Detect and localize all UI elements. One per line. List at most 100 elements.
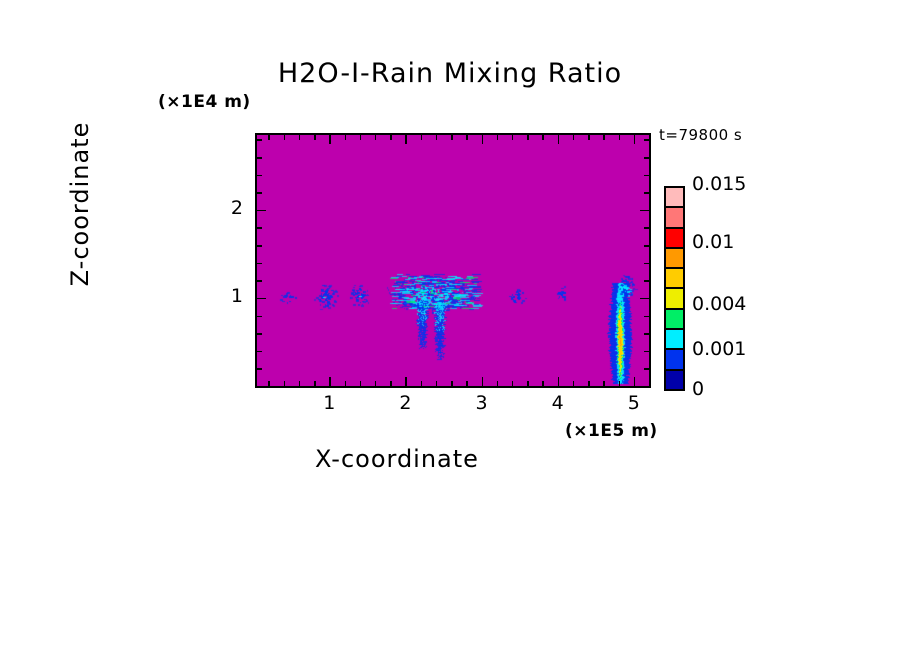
x-tick-label: 4 xyxy=(551,392,564,414)
x-minor-tick-bottom xyxy=(618,381,621,386)
x-minor-tick-top xyxy=(268,135,270,140)
x-minor-tick-top xyxy=(603,135,605,140)
y-minor-tick-left xyxy=(257,280,262,282)
colorbar-band xyxy=(666,289,683,310)
colorbar-tick-label: 0.004 xyxy=(692,292,747,315)
x-minor-tick-bottom xyxy=(603,381,605,386)
x-minor-tick-top xyxy=(283,135,286,140)
x-axis-label: X-coordinate xyxy=(0,445,904,473)
x-minor-tick-bottom xyxy=(527,381,529,386)
y-minor-tick-right xyxy=(644,227,649,229)
y-tick-label: 1 xyxy=(230,284,243,307)
x-minor-tick-bottom xyxy=(374,381,377,386)
x-minor-tick-top xyxy=(344,135,347,140)
colorbar-tick-label: 0.01 xyxy=(692,231,735,254)
y-minor-tick-right xyxy=(644,386,649,388)
x-minor-tick-bottom xyxy=(390,381,392,386)
x-minor-tick-top xyxy=(496,135,499,140)
y-minor-tick-right xyxy=(644,262,649,265)
y-minor-tick-right xyxy=(644,350,649,353)
x-tick-label: 3 xyxy=(475,392,488,414)
x-major-tick-top xyxy=(481,135,484,144)
y-minor-tick-left xyxy=(257,245,262,247)
y-minor-tick-right xyxy=(644,333,649,335)
x-minor-tick-top xyxy=(511,135,514,140)
x-minor-tick-top xyxy=(527,135,529,140)
x-minor-tick-bottom xyxy=(511,381,514,386)
x-minor-tick-bottom xyxy=(572,381,575,386)
x-minor-tick-top xyxy=(420,135,423,140)
x-tick-label: 1 xyxy=(323,392,336,414)
y-minor-tick-left xyxy=(257,333,262,335)
y-minor-tick-left xyxy=(257,368,262,370)
x-minor-tick-bottom xyxy=(588,381,590,386)
x-minor-tick-top xyxy=(542,135,544,140)
x-minor-tick-bottom xyxy=(359,381,362,386)
x-minor-tick-bottom xyxy=(466,381,468,386)
y-minor-tick-left xyxy=(257,262,262,265)
colorbar-tick-label: 0 xyxy=(692,378,705,400)
y-major-tick-right xyxy=(640,297,649,300)
y-minor-tick-right xyxy=(644,139,649,141)
y-minor-tick-left xyxy=(257,315,262,318)
y-minor-tick-right xyxy=(644,280,649,282)
y-minor-tick-right xyxy=(644,368,649,370)
colorbar-band xyxy=(666,188,683,209)
x-tick-label: 5 xyxy=(627,392,640,414)
plot-area xyxy=(255,133,651,388)
colorbar xyxy=(664,186,685,391)
y-axis-unit-label: (×1E4 m) xyxy=(158,92,251,112)
x-tick-label: 2 xyxy=(399,392,412,414)
x-minor-tick-bottom xyxy=(542,381,544,386)
x-minor-tick-top xyxy=(435,135,438,140)
y-minor-tick-right xyxy=(644,174,649,177)
heatmap-field xyxy=(257,135,649,386)
plot-title: H2O-I-Rain Mixing Ratio xyxy=(0,58,904,89)
y-minor-tick-left xyxy=(257,139,262,141)
x-minor-tick-top xyxy=(298,135,301,140)
y-minor-tick-right xyxy=(644,157,649,159)
x-minor-tick-bottom xyxy=(420,381,423,386)
x-minor-tick-bottom xyxy=(268,381,270,386)
y-minor-tick-left xyxy=(257,227,262,229)
colorbar-tick-label: 0.001 xyxy=(692,338,747,361)
y-major-tick-left xyxy=(257,209,266,212)
x-minor-tick-top xyxy=(359,135,362,140)
x-minor-tick-top xyxy=(588,135,590,140)
y-minor-tick-left xyxy=(257,350,262,353)
x-minor-tick-top xyxy=(451,135,453,140)
y-minor-tick-left xyxy=(257,174,262,177)
x-major-tick-top xyxy=(557,135,560,144)
x-major-tick-top xyxy=(633,135,636,144)
x-minor-tick-bottom xyxy=(298,381,301,386)
y-axis-label-text: Z-coordinate xyxy=(66,121,94,287)
colorbar-band xyxy=(666,269,683,290)
x-axis-label-text: X-coordinate xyxy=(315,445,479,473)
colorbar-band xyxy=(666,309,683,331)
colorbar-band xyxy=(666,228,683,249)
x-major-tick-bottom xyxy=(329,377,331,386)
y-minor-tick-left xyxy=(257,157,262,159)
x-minor-tick-top xyxy=(390,135,392,140)
y-major-tick-right xyxy=(640,209,649,212)
colorbar-band xyxy=(666,248,683,270)
y-tick-label: 2 xyxy=(230,196,243,219)
x-minor-tick-top xyxy=(374,135,377,140)
x-major-tick-bottom xyxy=(633,377,636,386)
x-major-tick-bottom xyxy=(557,377,560,386)
x-major-tick-top xyxy=(329,135,331,144)
colorbar-band xyxy=(666,370,683,389)
plot-frame xyxy=(255,133,651,388)
x-minor-tick-bottom xyxy=(451,381,453,386)
x-minor-tick-top xyxy=(572,135,575,140)
timestamp-annotation: t=79800 s xyxy=(659,126,743,144)
x-minor-tick-bottom xyxy=(344,381,347,386)
x-minor-tick-top xyxy=(314,135,316,140)
x-major-tick-bottom xyxy=(481,377,484,386)
colorbar-band xyxy=(666,350,683,371)
y-minor-tick-right xyxy=(644,245,649,247)
colorbar-tick-label: 0.015 xyxy=(692,173,747,195)
x-minor-tick-bottom xyxy=(314,381,316,386)
y-minor-tick-left xyxy=(257,192,262,194)
y-minor-tick-right xyxy=(644,315,649,318)
